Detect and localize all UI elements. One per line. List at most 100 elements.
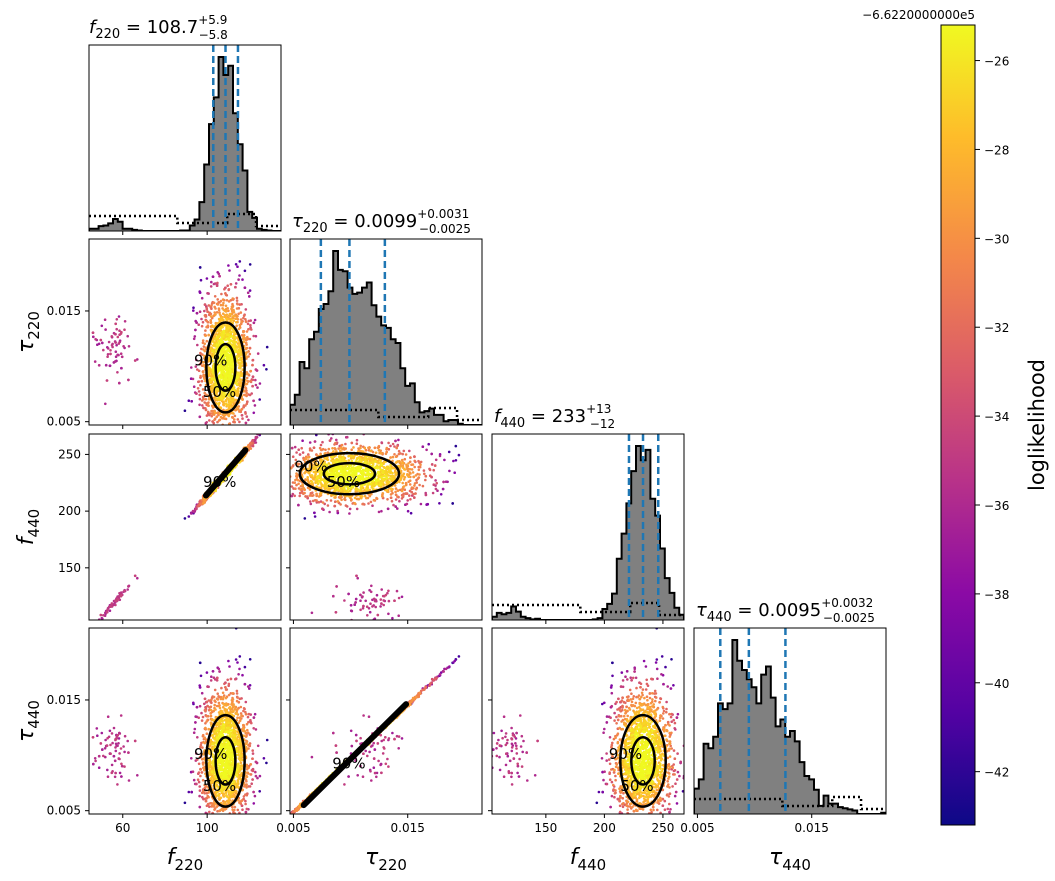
scatter-point <box>297 448 301 452</box>
scatter-point <box>213 390 217 394</box>
scatter-point <box>408 483 412 486</box>
scatter-point <box>223 377 226 381</box>
scatter-point <box>419 463 422 467</box>
scatter-point <box>339 503 342 506</box>
scatter-point <box>216 345 219 349</box>
scatter-point <box>105 379 109 382</box>
scatter-point <box>229 355 232 359</box>
scatter-point <box>259 482 262 485</box>
scatter-point <box>205 421 208 424</box>
scatter-point <box>413 459 417 463</box>
scatter-point <box>433 464 437 467</box>
panel-title-f220: f220 = 108.7+5.9 −5.8 <box>89 13 228 42</box>
scatter-point <box>242 337 245 341</box>
scatter-point <box>203 314 207 317</box>
scatter-point <box>116 598 120 601</box>
scatter-point <box>222 329 225 333</box>
scatter-point <box>235 382 239 386</box>
scatter-point <box>258 398 262 401</box>
scatter-point <box>215 284 219 288</box>
scatter-point <box>432 468 436 472</box>
scatter-point <box>298 494 302 498</box>
scatter-point <box>225 384 229 387</box>
scatter-point <box>244 347 248 351</box>
scatter-point <box>221 303 225 307</box>
scatter-point <box>202 345 206 348</box>
scatter-point <box>195 507 198 511</box>
scatter-point <box>205 277 209 280</box>
scatter-point <box>199 360 203 364</box>
scatter-point <box>197 323 200 327</box>
scatter-point <box>362 604 365 608</box>
scatter-point <box>235 320 238 324</box>
scatter-point <box>224 338 227 342</box>
scatter-point <box>380 441 384 445</box>
panel-tau220-tau220: τ220 = 0.0099+0.0031 −0.0025 <box>289 207 483 429</box>
scatter-point <box>334 611 338 614</box>
scatter-point <box>226 441 229 444</box>
scatter-point <box>384 452 388 456</box>
scatter-point <box>249 379 252 383</box>
scatter-point <box>207 404 210 408</box>
scatter-point <box>380 509 383 513</box>
scatter-point <box>452 459 455 463</box>
scatter-point <box>241 278 244 281</box>
scatter-point <box>107 340 111 344</box>
scatter-point <box>421 484 425 488</box>
scatter-point <box>222 355 225 359</box>
scatter-point <box>136 576 139 580</box>
scatter-point <box>333 504 337 508</box>
scatter-point <box>207 304 211 307</box>
scatter-point <box>246 291 250 295</box>
y-tick-label-f440: 200 <box>58 504 81 518</box>
scatter-point <box>221 431 224 434</box>
scatter-point <box>247 319 251 323</box>
scatter-point <box>301 451 305 454</box>
scatter-point <box>354 601 357 604</box>
scatter-point <box>198 397 202 401</box>
scatter-point <box>205 443 208 446</box>
scatter-point <box>225 364 229 367</box>
scatter-point <box>425 503 429 506</box>
scatter-point <box>264 487 267 490</box>
scatter-point <box>109 352 112 356</box>
scatter-point <box>101 341 104 345</box>
scatter-point <box>244 308 248 311</box>
scatter-point <box>237 278 240 281</box>
panel-frame <box>88 433 282 621</box>
scatter-point <box>219 299 223 303</box>
scatter-point <box>227 264 230 267</box>
scatter-point <box>218 360 221 363</box>
scatter-point <box>215 415 219 419</box>
scatter-point <box>369 602 372 605</box>
scatter-point <box>212 413 216 416</box>
scatter-point <box>434 479 437 482</box>
scatter-point <box>285 456 288 459</box>
scatter-point <box>204 346 208 350</box>
scatter-point <box>424 474 428 478</box>
scatter-point <box>385 446 389 450</box>
scatter-point <box>195 311 199 315</box>
scatter-point <box>196 387 200 390</box>
histogram-outline-f220 <box>89 56 281 231</box>
scatter-point <box>249 323 252 327</box>
scatter-point <box>213 295 217 298</box>
scatter-point <box>123 589 126 593</box>
scatter-point <box>317 500 321 504</box>
scatter-point <box>310 611 314 615</box>
scatter-point <box>231 411 234 415</box>
scatter-point <box>227 300 231 303</box>
scatter-point <box>202 397 205 401</box>
scatter-point <box>416 477 420 481</box>
scatter-point <box>226 359 230 363</box>
scatter-point <box>204 426 207 429</box>
scatter-point <box>224 380 228 384</box>
scatter-point <box>227 309 230 313</box>
scatter-point <box>397 452 401 456</box>
scatter-point <box>227 326 230 330</box>
scatter-point <box>228 312 232 316</box>
scatter-point <box>451 502 455 505</box>
scatter-point <box>454 444 458 448</box>
scatter-point <box>228 269 231 272</box>
scatter-point <box>387 599 391 603</box>
